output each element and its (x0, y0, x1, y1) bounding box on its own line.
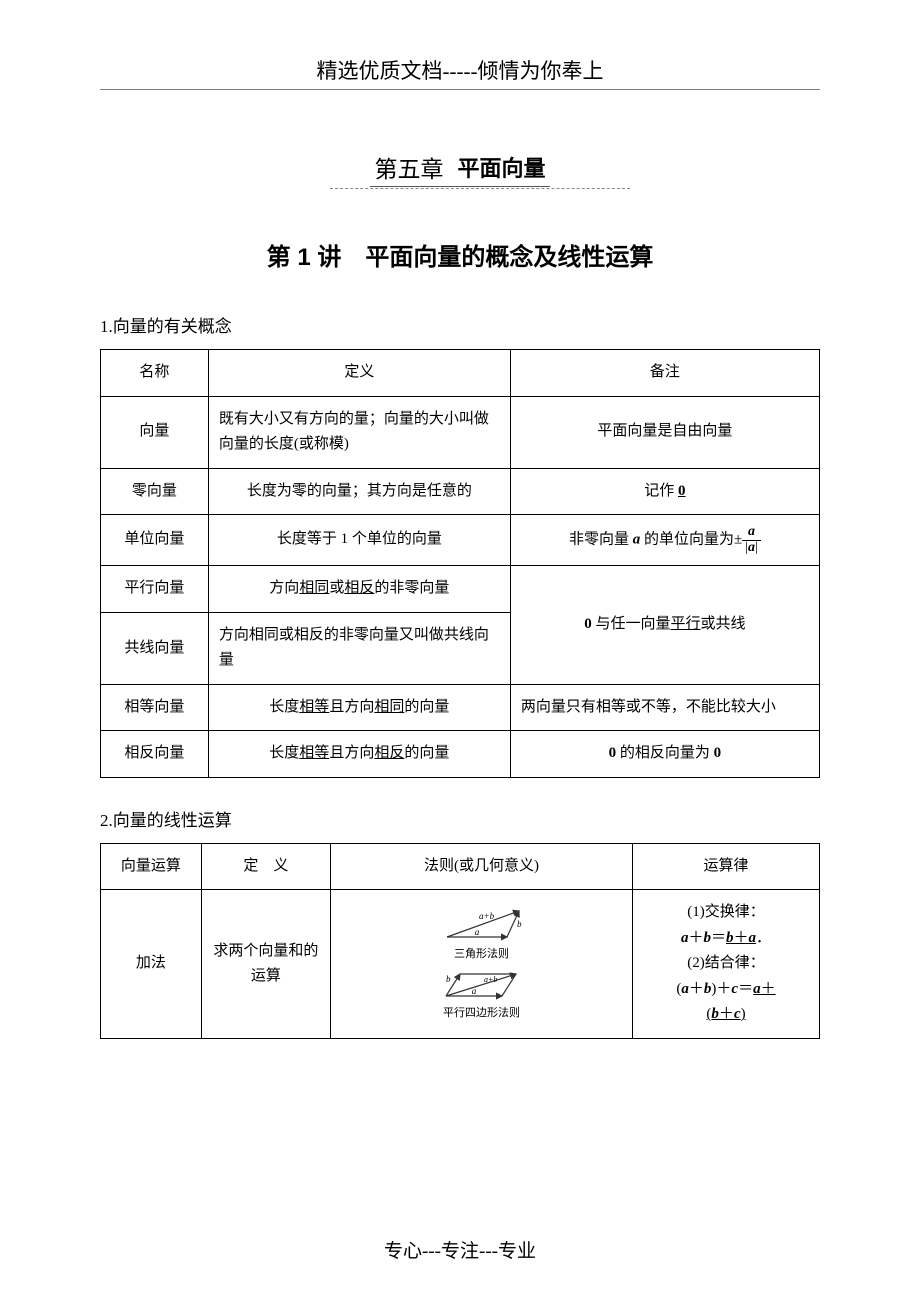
cell: 平面向量是自由向量 (510, 396, 819, 468)
diagram-caption: 平行四边形法则 (443, 1004, 520, 1023)
table-row: 向量 既有大小又有方向的量；向量的大小叫做向量的长度(或称模) 平面向量是自由向… (101, 396, 820, 468)
cell: 相等向量 (101, 684, 209, 731)
table-row: 相等向量 长度相等且方向相同的向量 两向量只有相等或不等，不能比较大小 (101, 684, 820, 731)
cell: 方向相同或相反的非零向量又叫做共线向量 (208, 612, 510, 684)
cell: 单位向量 (101, 515, 209, 566)
cell: 相反向量 (101, 731, 209, 778)
cell: 记作 0 (510, 468, 819, 515)
diagram-caption: 三角形法则 (454, 945, 509, 964)
col-header: 备注 (510, 350, 819, 397)
lecture-title: 第 1 讲 平面向量的概念及线性运算 (100, 237, 820, 272)
triangle-rule-icon: a b a+b (437, 905, 527, 943)
cell: 长度相等且方向相同的向量 (208, 684, 510, 731)
table-row: 向量运算 定 义 法则(或几何意义) 运算律 (101, 843, 820, 890)
table-row: 单位向量 长度等于 1 个单位的向量 非零向量 a 的单位向量为±a|a| (101, 515, 820, 566)
cell: 0 与任一向量平行或共线 (510, 566, 819, 685)
cell: 求两个向量和的运算 (201, 890, 330, 1039)
section-2-label: 2.向量的线性运算 (100, 806, 820, 831)
col-header: 名称 (101, 350, 209, 397)
cell: 0 的相反向量为 0 (510, 731, 819, 778)
cell: 长度等于 1 个单位的向量 (208, 515, 510, 566)
svg-text:a+b: a+b (479, 911, 495, 921)
table-row: 加法 求两个向量和的运算 a b a+ (101, 890, 820, 1039)
svg-text:b: b (446, 974, 451, 984)
svg-text:a+b: a+b (484, 975, 497, 984)
table-row: 平行向量 方向相同或相反的非零向量 0 与任一向量平行或共线 (101, 566, 820, 613)
col-header: 法则(或几何意义) (331, 843, 633, 890)
col-header: 定义 (208, 350, 510, 397)
cell: 长度相等且方向相反的向量 (208, 731, 510, 778)
cell: 零向量 (101, 468, 209, 515)
cell: 长度为零的向量；其方向是任意的 (208, 468, 510, 515)
cell: (1)交换律： a＋b＝b＋a． (2)结合律： (a＋b)＋c＝a＋(b＋c) (633, 890, 820, 1039)
table-row: 相反向量 长度相等且方向相反的向量 0 的相反向量为 0 (101, 731, 820, 778)
cell: 方向相同或相反的非零向量 (208, 566, 510, 613)
parallelogram-rule-icon: a b a+b (434, 966, 529, 1002)
svg-text:a: a (474, 927, 479, 937)
cell: 非零向量 a 的单位向量为±a|a| (510, 515, 819, 566)
section-1-label: 1.向量的有关概念 (100, 312, 820, 337)
cell: 共线向量 (101, 612, 209, 684)
cell: 加法 (101, 890, 202, 1039)
table-row: 名称 定义 备注 (101, 350, 820, 397)
col-header: 定 义 (201, 843, 330, 890)
operations-table: 向量运算 定 义 法则(或几何意义) 运算律 加法 求两个向量和的运算 (100, 843, 820, 1039)
header-rule (100, 89, 820, 90)
table-row: 零向量 长度为零的向量；其方向是任意的 记作 0 (101, 468, 820, 515)
cell: 两向量只有相等或不等，不能比较大小 (510, 684, 819, 731)
svg-text:b: b (517, 919, 522, 929)
cell: 向量 (101, 396, 209, 468)
chapter-number: 第五章 (374, 150, 457, 184)
col-header: 向量运算 (101, 843, 202, 890)
page-footer: 专心---专注---专业 (0, 1236, 920, 1263)
svg-text:a: a (472, 986, 477, 996)
chapter-banner: 第五章 平面向量 (100, 150, 820, 187)
chapter-title: 平面向量 (457, 151, 545, 183)
cell: 平行向量 (101, 566, 209, 613)
cell: 既有大小又有方向的量；向量的大小叫做向量的长度(或称模) (208, 396, 510, 468)
concepts-table: 名称 定义 备注 向量 既有大小又有方向的量；向量的大小叫做向量的长度(或称模)… (100, 349, 820, 778)
col-header: 运算律 (633, 843, 820, 890)
page-header: 精选优质文档-----倾情为你奉上 (100, 55, 820, 85)
cell: a b a+b 三角形法则 (331, 890, 633, 1039)
